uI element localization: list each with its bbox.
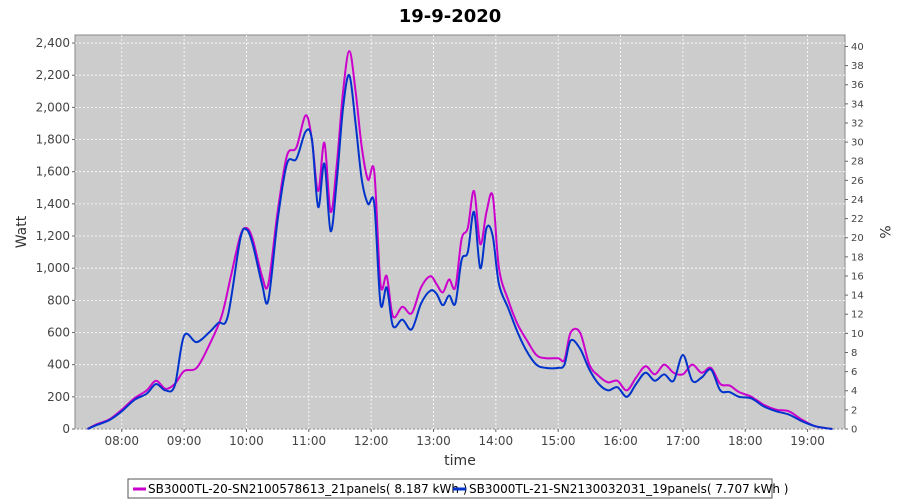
legend-label-series-1: SB3000TL-20-SN2100578613_21panels( 8.187… (148, 482, 467, 496)
y2-tick-label: 22 (851, 214, 864, 225)
x-tick-label: 14:00 (479, 434, 514, 448)
x-tick-label: 17:00 (666, 434, 701, 448)
series-lines (87, 50, 833, 430)
x-tick-label: 12:00 (354, 434, 389, 448)
y2-tick-label: 16 (851, 271, 864, 282)
y2-tick-label: 18 (851, 252, 864, 263)
y2-tick-label: 10 (851, 329, 864, 340)
y-tick-label: 1,600 (36, 165, 70, 179)
y-tick-label: 800 (47, 293, 70, 307)
y2-tick-label: 24 (851, 195, 864, 206)
y-tick-label: 2,200 (36, 68, 70, 82)
x-tick-label: 18:00 (728, 434, 763, 448)
x-tick-label: 15:00 (541, 434, 576, 448)
chart-title: 19-9-2020 (399, 6, 502, 27)
y2-tick-label: 6 (851, 367, 857, 378)
y-tick-label: 1,000 (36, 261, 70, 275)
y-tick-label: 1,800 (36, 133, 70, 147)
y-tick-label: 2,000 (36, 100, 70, 114)
gridlines (75, 35, 845, 430)
y2-tick-label: 26 (851, 176, 864, 187)
y-tick-label: 400 (47, 358, 70, 372)
y-tick-label: 1,400 (36, 197, 70, 211)
y2-axis-label: % (876, 225, 892, 238)
legend-box (127, 478, 773, 499)
y2-tick-label: 14 (851, 291, 864, 302)
y2-tick-label: 8 (851, 348, 857, 359)
y2-tick-label: 38 (851, 61, 864, 72)
y-tick-label: 1,200 (36, 229, 70, 243)
x-tick-label: 08:00 (104, 434, 139, 448)
y2-tick-label: 34 (851, 99, 864, 110)
x-axis-ticks: 08:00 09:00 10:00 11:00 12:00 13:00 14:00 15:00… (104, 429, 825, 448)
y2-tick-label: 28 (851, 157, 864, 168)
y-tick-label: 0 (62, 422, 70, 436)
y2-tick-label: 4 (851, 386, 857, 397)
plot-area (74, 34, 846, 430)
x-tick-label: 19:00 (790, 434, 825, 448)
y-tick-label: 2,400 (36, 36, 70, 50)
x-tick-label: 16:00 (603, 434, 638, 448)
y-tick-label: 200 (47, 390, 70, 404)
y2-tick-label: 32 (851, 118, 864, 129)
x-tick-label: 13:00 (416, 434, 451, 448)
y-axis-ticks: 0 200 400 600 800 1,000 1,200 1,400 1,600 1,800 2,… (36, 36, 75, 436)
y2-tick-label: 0 (851, 425, 857, 436)
legend-label-series-2: SB3000TL-21-SN2130032031_19panels( 7.707… (469, 482, 788, 496)
y2-tick-label: 20 (851, 233, 864, 244)
series-line-2 (87, 74, 833, 430)
x-axis-label: time (444, 453, 476, 469)
x-tick-label: 11:00 (292, 434, 327, 448)
legend: SB3000TL-20-SN2100578613_21panels( 8.187… (127, 478, 788, 499)
x-tick-label: 09:00 (167, 434, 202, 448)
y2-tick-label: 2 (851, 405, 857, 416)
y2-tick-label: 36 (851, 80, 864, 91)
y-axis-label: Watt (14, 215, 30, 248)
y-tick-label: 600 (47, 326, 70, 340)
y2-tick-label: 40 (851, 42, 864, 53)
x-tick-label: 10:00 (229, 434, 264, 448)
y2-tick-label: 30 (851, 138, 864, 149)
y2-tick-label: 12 (851, 310, 864, 321)
